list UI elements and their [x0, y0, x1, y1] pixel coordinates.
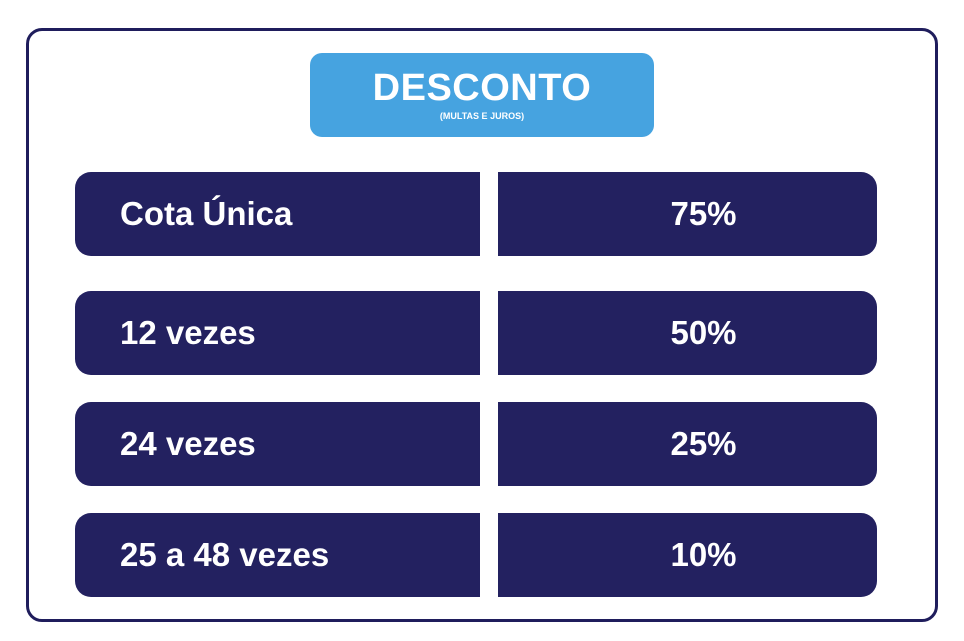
row-value: 50%	[498, 291, 877, 375]
header-title: DESCONTO	[372, 67, 592, 109]
discount-header: DESCONTO (MULTAS E JUROS)	[310, 53, 654, 137]
row-value: 10%	[498, 513, 877, 597]
row-value: 75%	[498, 172, 877, 256]
header-subtitle: (MULTAS E JUROS)	[439, 111, 525, 121]
table-row: Cota Única 75%	[75, 172, 877, 256]
row-value: 25%	[498, 402, 877, 486]
row-label: Cota Única	[75, 172, 480, 256]
table-row: 12 vezes 50%	[75, 291, 877, 375]
table-row: 25 a 48 vezes 10%	[75, 513, 877, 597]
row-label: 25 a 48 vezes	[75, 513, 480, 597]
row-label: 12 vezes	[75, 291, 480, 375]
table-row: 24 vezes 25%	[75, 402, 877, 486]
row-label: 24 vezes	[75, 402, 480, 486]
